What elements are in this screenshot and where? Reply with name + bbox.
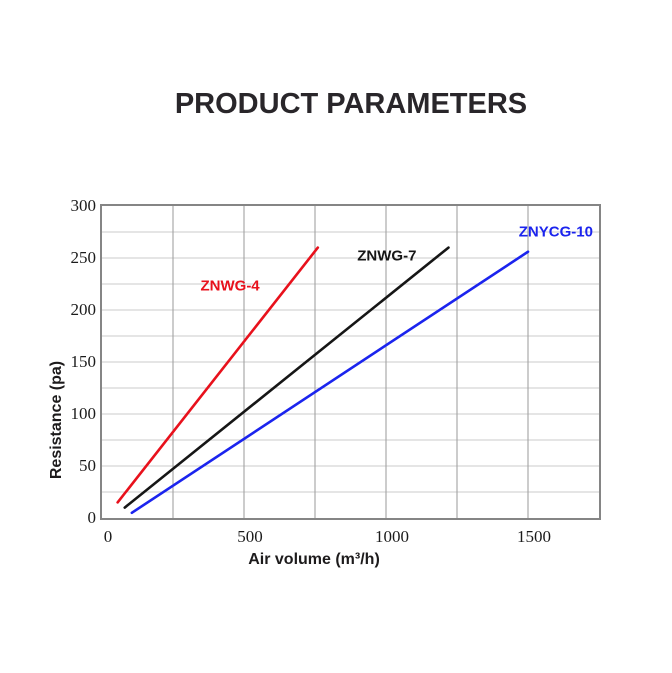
y-axis-title: Resistance (pa) — [48, 360, 65, 480]
x-tick-label: 500 — [237, 527, 263, 546]
series-label-znwg-7: ZNWG-7 — [357, 247, 417, 265]
y-tick-label: 250 — [70, 248, 97, 267]
x-tick-label: 1500 — [517, 527, 551, 546]
y-tick-label: 300 — [70, 196, 97, 215]
resistance-line-chart — [102, 206, 599, 518]
x-axis-title: Air volume (m³/h) — [248, 551, 380, 568]
series-line-znwg-4 — [116, 246, 320, 504]
series-line-znwg-7 — [123, 246, 450, 509]
y-tick-label: 0 — [87, 508, 97, 527]
y-tick-label: 150 — [70, 352, 97, 371]
page-title: PRODUCT PARAMETERS — [174, 88, 528, 120]
series-label-znwg-4: ZNWG-4 — [200, 277, 260, 295]
x-tick-label: 1000 — [375, 527, 409, 546]
series-label-znycg-10: ZNYCG-10 — [518, 223, 593, 241]
y-tick-label: 100 — [70, 404, 97, 423]
y-tick-label: 50 — [79, 456, 96, 475]
series-line-znycg-10 — [130, 250, 530, 515]
y-tick-label: 200 — [70, 300, 97, 319]
x-tick-label: 0 — [103, 527, 113, 546]
